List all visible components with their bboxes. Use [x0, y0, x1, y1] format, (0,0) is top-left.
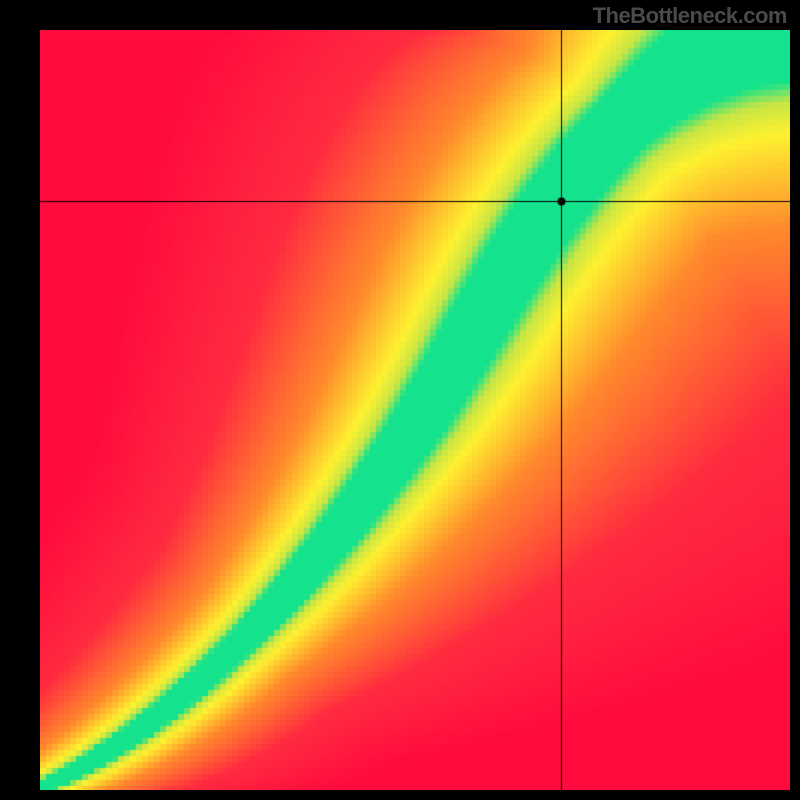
bottleneck-heatmap [40, 30, 790, 790]
watermark-text: TheBottleneck.com [593, 3, 787, 29]
chart-container: { "watermark": { "text": "TheBottleneck.… [0, 0, 800, 800]
